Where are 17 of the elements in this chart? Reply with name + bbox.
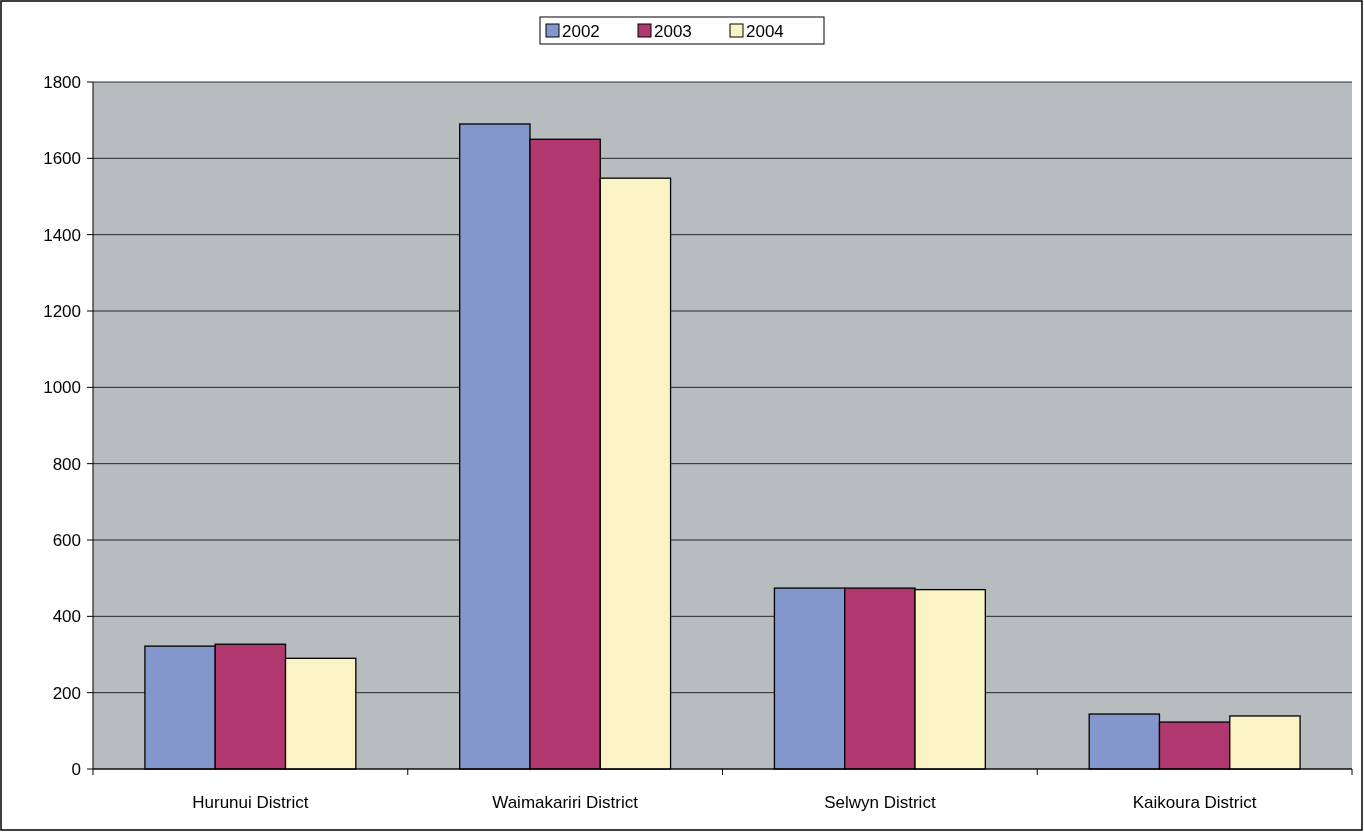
y-tick-label: 1800 [43, 72, 81, 92]
legend-label: 2003 [654, 21, 692, 41]
legend-label: 2002 [562, 21, 600, 41]
y-tick-label: 0 [71, 759, 81, 779]
x-tick-label: Kaikoura District [1132, 793, 1257, 812]
y-tick-label: 1400 [43, 225, 81, 245]
x-tick-label: Hurunui District [192, 793, 309, 812]
y-tick-label: 1600 [43, 149, 81, 169]
legend-label: 2004 [746, 21, 784, 41]
y-tick-label: 800 [52, 454, 81, 474]
y-tick-label: 600 [52, 530, 81, 550]
y-tick-label: 400 [52, 607, 81, 627]
y-tick-label: 1000 [43, 378, 81, 398]
x-tick-label: Waimakariri District [492, 793, 639, 812]
x-tick-label: Selwyn District [824, 793, 936, 812]
y-tick-label: 1200 [43, 301, 81, 321]
y-tick-label: 200 [52, 683, 81, 703]
